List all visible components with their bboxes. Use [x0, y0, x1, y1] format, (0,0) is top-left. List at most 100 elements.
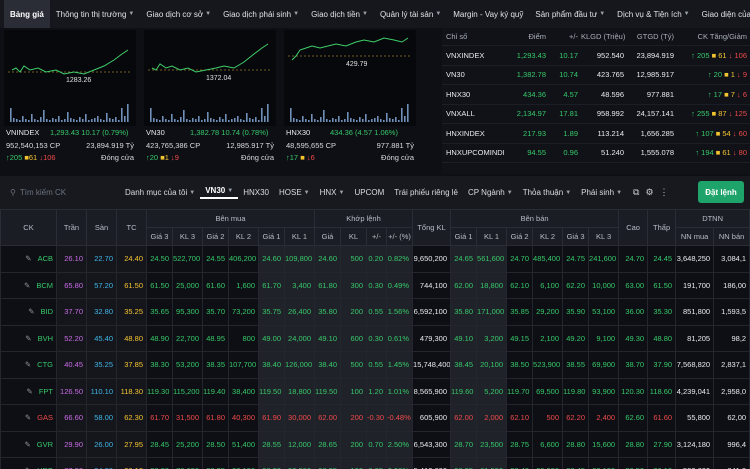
- down-arrow-icon: ↓: [306, 153, 311, 162]
- nav-item-label: Giao dịch tiền: [311, 9, 360, 19]
- pin-icon[interactable]: ✎: [24, 360, 32, 370]
- nav-item[interactable]: Bảng giá: [4, 0, 50, 28]
- nav-item-label: Giao dịch phái sinh: [223, 9, 292, 19]
- volume-bar: [192, 118, 194, 122]
- pin-icon[interactable]: ✎: [25, 254, 32, 264]
- board-tab[interactable]: HNX ▼: [315, 188, 350, 197]
- board-tab[interactable]: CP Ngành ▼: [463, 188, 518, 197]
- cell-mp: 62.00: [314, 404, 341, 432]
- index-row-change: 10.17: [559, 50, 578, 60]
- stock-symbol-cell[interactable]: ✎ BCM: [0, 271, 57, 299]
- chevron-down-icon: ▼: [683, 11, 690, 17]
- pin-icon[interactable]: ✎: [28, 307, 35, 317]
- cell-kl3: 522,700: [172, 245, 203, 273]
- board-tab[interactable]: Trái phiếu riêng lẻ: [389, 188, 463, 197]
- cell-total: 9,650,200: [412, 245, 452, 273]
- cell-mp: 119.50: [314, 377, 341, 405]
- index-table-row[interactable]: VNXALL 2,134.97 17.81 958.992 24,157.141 ↑ 25…: [442, 105, 750, 124]
- index-price-line: [151, 43, 269, 73]
- nav-item[interactable]: Giao diện của tôi: [696, 0, 750, 28]
- cell-kl1: 109,800: [284, 245, 315, 273]
- search-input[interactable]: ⚲ Tìm kiếm CK: [6, 182, 120, 204]
- cell-mp: 26.35: [314, 457, 341, 469]
- stock-row[interactable]: ✎HDB27.9024.3026.1026.2076,60026.2588,10…: [0, 457, 750, 469]
- down-arrow-icon: ↓: [170, 153, 175, 162]
- volume-bar: [37, 120, 39, 122]
- index-table-row[interactable]: VN30 1,382.78 10.74 423.765 12,985.917 ↑ 20 ■…: [442, 66, 750, 85]
- nav-item[interactable]: Margin - Vay ký quỹ: [447, 0, 529, 28]
- index-amount: 977.881 Tỷ: [376, 141, 414, 150]
- index-table-row[interactable]: HNX30 434.36 4.57 48.596 977.881 ↑ 17 ■ 7 ↓ 6: [442, 85, 750, 105]
- stock-symbol-cell[interactable]: ✎ BID: [0, 298, 57, 326]
- cell-chg: 0.70: [366, 430, 387, 458]
- board-tab-label: UPCOM: [354, 188, 385, 197]
- pin-icon[interactable]: ✎: [24, 439, 31, 449]
- nav-item[interactable]: Giao dịch cơ sở ▼: [140, 0, 217, 28]
- pin-icon[interactable]: ✎: [26, 386, 33, 396]
- cell-high: 63.00: [618, 271, 649, 299]
- nav-item-label: Margin - Vay ký quỹ: [453, 9, 524, 19]
- stock-row[interactable]: ✎ FPT 126.50 110.10 118.30 119.30 115,200 119.4…: [0, 377, 750, 405]
- board-tab[interactable]: HOSE ▼: [274, 188, 315, 197]
- index-price-line: [291, 37, 409, 61]
- cell-s2: 35.85: [506, 298, 534, 326]
- cell-mkl: 500: [340, 351, 367, 379]
- gear-icon[interactable]: ⚙: [645, 187, 654, 197]
- nav-item[interactable]: Giao dịch phái sinh ▼: [217, 0, 305, 28]
- cell-mp: 61.80: [314, 271, 341, 299]
- chevron-down-icon: ▼: [205, 11, 212, 17]
- cell-b1: 28.55: [258, 430, 285, 458]
- stock-symbol-cell[interactable]: ✎ CTG: [0, 351, 57, 379]
- nav-item[interactable]: Sản phẩm đầu tư ▼: [529, 0, 611, 28]
- stock-row[interactable]: ✎ BID 37.70 32.80 35.25 35.65 95,300 35.70 73,20…: [0, 298, 750, 326]
- cell-kl1: 26,400: [284, 298, 315, 326]
- index-table-row[interactable]: VNXINDEX 1,293.43 10.17 952.540 23,894.919 ↑ …: [442, 46, 750, 66]
- board-tab[interactable]: VN30 ▼: [200, 186, 239, 199]
- index-table-row[interactable]: HNXINDEX 217.93 1.89 113.214 1,656.285 ↑ 107 …: [442, 124, 750, 144]
- board-tab[interactable]: UPCOM: [349, 188, 389, 197]
- cell-s3: 62.20: [562, 404, 590, 432]
- stock-row[interactable]: ✎ GAS 66.60 58.00 62.30 61.70 31,500 61.80 40,30…: [0, 404, 750, 432]
- cell-kl1: 92,900: [284, 457, 315, 469]
- volume-bar: [335, 119, 337, 122]
- stock-symbol-cell[interactable]: ✎ GAS: [0, 404, 57, 432]
- stock-row[interactable]: ✎ BVH 52.20 45.40 48.80 48.90 22,700 48.95 800 49…: [0, 324, 750, 352]
- copy-icon[interactable]: ⧉: [633, 187, 640, 197]
- board-tab[interactable]: HNX30: [238, 188, 274, 197]
- nav-item[interactable]: Giao dịch tiền ▼: [305, 0, 374, 28]
- stock-symbol-cell[interactable]: ✎ HDB: [0, 457, 57, 469]
- index-card[interactable]: 1372.04 VN30 1,382.78 10.74 (0.78%) 423,765…: [142, 30, 278, 164]
- nav-item[interactable]: Quản lý tài sản ▼: [374, 0, 447, 28]
- board-tab[interactable]: Danh mục của tôi ▼: [120, 188, 200, 197]
- pin-icon[interactable]: ✎: [24, 413, 32, 423]
- cell-mkl: 100: [340, 457, 367, 469]
- volume-bar: [55, 119, 57, 122]
- cell-kl2: 1,600: [228, 271, 259, 299]
- pin-icon[interactable]: ✎: [25, 466, 31, 469]
- stock-symbol-cell[interactable]: ✎ ACB: [0, 245, 57, 273]
- more-icon[interactable]: ⋮: [659, 187, 669, 197]
- volume-bar: [314, 119, 316, 122]
- index-table-row[interactable]: HNXUPCOMINDI 94.55 0.96 51.240 1,555.078 ↑ 19…: [442, 144, 750, 163]
- stock-row[interactable]: ✎ ACB 26.10 22.70 24.40 24.50 522,700 24.55 406,…: [0, 245, 750, 273]
- pin-icon[interactable]: ✎: [24, 280, 31, 290]
- stock-row[interactable]: ✎ BCM 65.80 57.20 61.50 61.50 25,000 61.60 1,600…: [0, 271, 750, 299]
- cell-nnbuy: 191,700: [675, 271, 715, 299]
- volume-bar: [407, 104, 409, 122]
- pin-icon[interactable]: ✎: [25, 333, 32, 343]
- stock-symbol-cell[interactable]: ✎ FPT: [0, 377, 57, 405]
- index-breadth: ↑205 ■61 ↓106: [6, 153, 56, 162]
- nav-item[interactable]: Dịch vụ & Tiện ích ▼: [611, 0, 695, 28]
- index-card[interactable]: 1283.26 VNINDEX 1,293.43 10.17 (0.79%) 952,…: [2, 30, 138, 164]
- volume-bar: [267, 104, 269, 122]
- stock-symbol-cell[interactable]: ✎ GVR: [0, 430, 57, 458]
- board-tab[interactable]: Phái sinh ▼: [576, 188, 627, 197]
- stock-row[interactable]: ✎ CTG 40.45 35.25 37.85 38.30 53,200 38.35 107,7…: [0, 351, 750, 379]
- index-card[interactable]: 429.79 HNX30 434.36 (4.57 1.06%) 48,595,655…: [282, 30, 418, 164]
- stock-symbol: BID: [40, 307, 53, 317]
- nav-item[interactable]: Thông tin thị trường ▼: [50, 0, 141, 28]
- board-tab[interactable]: Thỏa thuận ▼: [518, 188, 576, 197]
- stock-row[interactable]: ✎ GVR 29.90 26.00 27.95 28.45 25,200 28.50 51,40…: [0, 430, 750, 458]
- place-order-button[interactable]: Đặt lệnh: [698, 181, 744, 203]
- stock-symbol-cell[interactable]: ✎ BVH: [0, 324, 57, 352]
